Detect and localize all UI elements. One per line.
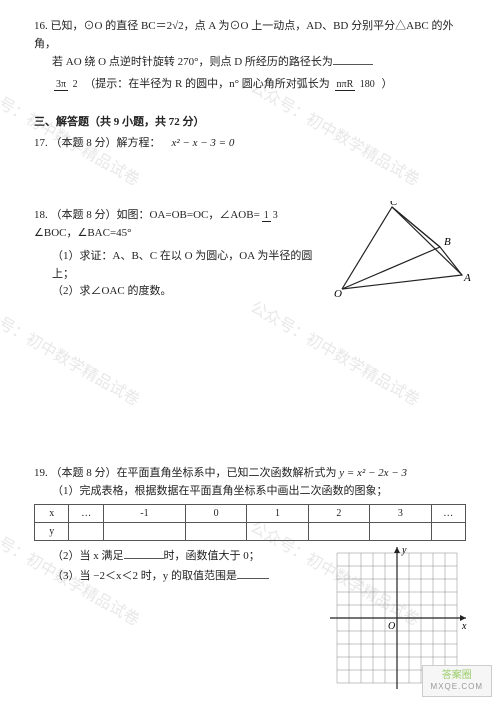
logo-main: 答案圈 (431, 670, 483, 682)
q18-poly-ocba (342, 207, 462, 289)
q18-fraction: 13 (262, 210, 280, 221)
q18-label-o: O (334, 288, 342, 297)
q19-tbl-y1 (69, 523, 103, 541)
q19-tbl-x2: -1 (103, 505, 185, 523)
section-3-title: 三、解答题（共 9 小题，共 72 分） (34, 113, 466, 129)
grid-origin-label: O (388, 621, 395, 632)
q18-line-bc (392, 207, 440, 247)
q18-frac-num: 1 (262, 210, 271, 222)
q19-intro-b: y = x² − 2x − 3 (339, 467, 407, 479)
q16-answer-fraction: 3π 2 (54, 79, 80, 90)
q19-intro-a: （本题 8 分）在平面直角坐标系中，已知二次函数解析式为 (51, 467, 340, 479)
q19-p1: （1）完成表格，根据数据在平面直角坐标系中画出二次函数的图象； (34, 483, 466, 501)
q19-tbl-x5: 2 (308, 505, 369, 523)
q19-tbl-y2 (103, 523, 185, 541)
site-logo: 答案圈 MXQE.COM (422, 665, 492, 697)
q19-tbl-x3: 0 (185, 505, 246, 523)
q18-label-a: A (463, 272, 471, 284)
q16-formula-num: nπR (335, 79, 356, 91)
q19-tbl-x7: … (431, 505, 465, 523)
question-18: 18. （本题 8 分）如图：OA=OB=OC，∠AOB=13 ∠BOC，∠BAC… (34, 207, 466, 301)
q16-ans-num: 3π (54, 79, 68, 91)
q18-label-b: B (444, 236, 451, 248)
q18-line1b: ∠BOC，∠BAC=45° (34, 227, 132, 239)
q17-number: 17. (34, 137, 48, 149)
q18-number: 18. (34, 209, 48, 221)
q16-formula-fraction: nπR 180 (335, 79, 377, 90)
q19-p2b: 时，函数值大于 0； (164, 550, 260, 562)
q18-frac-den: 3 (271, 210, 280, 221)
q18-label-c: C (390, 201, 398, 208)
logo-sub: MXQE.COM (431, 682, 483, 692)
q19-tbl-y6 (370, 523, 431, 541)
q19-p2a: （2）当 x 满足 (52, 550, 124, 562)
y-axis-arrow (394, 547, 400, 553)
q17-equation: x² − x − 3 = 0 (172, 137, 235, 149)
q19-tbl-y5 (308, 523, 369, 541)
q16-formula-den: 180 (358, 79, 377, 90)
q19-tbl-x1: … (69, 505, 103, 523)
q18-p2: （2）求∠OAC 的度数。 (34, 283, 314, 301)
table-row: y (35, 523, 466, 541)
q19-p3-blank (237, 567, 269, 579)
q18-line1a: （本题 8 分）如图：OA=OB=OC，∠AOB= (51, 209, 260, 221)
q19-number: 19. (34, 467, 48, 479)
question-17: 17. （本题 8 分）解方程： x² − x − 3 = 0 (34, 135, 466, 153)
q19-tbl-y3 (185, 523, 246, 541)
q18-line-ca (392, 207, 462, 275)
question-19: 19. （本题 8 分）在平面直角坐标系中，已知二次函数解析式为 y = x² … (34, 465, 466, 587)
q19-table: x … -1 0 1 2 3 … y (34, 504, 466, 541)
q18-figure: O A B C (324, 201, 474, 297)
q18-p1: （1）求证：A、B、C 在以 O 为圆心，OA 为半径的圆上； (34, 248, 314, 283)
grid-y-label: y (401, 545, 407, 556)
q16-root: √2 (172, 20, 184, 32)
q16-ans-den: 2 (71, 79, 80, 90)
q16-answer-blank (333, 53, 373, 65)
table-row: x … -1 0 1 2 3 … (35, 505, 466, 523)
q17-text: （本题 8 分）解方程： (51, 137, 161, 149)
q19-p2-blank (124, 547, 164, 559)
q19-p3a: （3）当 −2＜x＜2 时，y 的取值范围是 (52, 570, 237, 582)
q19-tbl-y4 (247, 523, 308, 541)
q19-tbl-x4: 1 (247, 505, 308, 523)
q19-tbl-y0: y (35, 523, 69, 541)
q19-tbl-x6: 3 (370, 505, 431, 523)
q19-tbl-x0: x (35, 505, 69, 523)
q16-hint-b: ） (382, 78, 393, 90)
q16-line2: 若 AO 绕 O 点逆时针旋转 270°，则点 D 所经历的路径长为 (52, 56, 333, 68)
question-16: 16. 已知，⊙O 的直径 BC＝2√2，点 A 为⊙O 上一动点，AD、BD … (34, 18, 466, 93)
q16-number: 16. (34, 20, 48, 32)
grid-x-label: x (461, 621, 467, 632)
q16-hint-a: （提示：在半径为 R 的圆中，n° 圆心角所对弧长为 (84, 78, 329, 90)
q19-tbl-y7 (431, 523, 465, 541)
q16-line1a: 已知，⊙O 的直径 BC＝2 (51, 20, 173, 32)
